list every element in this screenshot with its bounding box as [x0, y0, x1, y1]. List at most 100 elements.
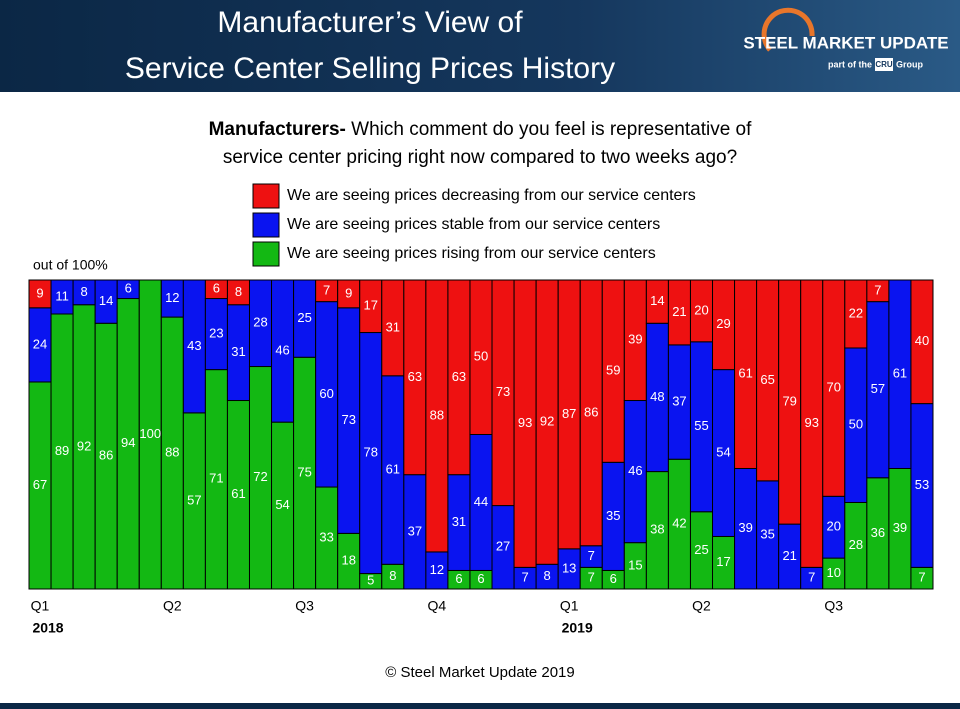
data-label: 79 [782, 393, 796, 408]
data-label: 37 [408, 523, 422, 538]
data-label: 25 [694, 542, 708, 557]
data-label: 86 [584, 404, 598, 419]
data-label: 6 [125, 281, 132, 296]
legend-label: We are seeing prices rising from our ser… [287, 245, 656, 262]
footer: © Steel Market Update 2019 [385, 664, 575, 681]
bottom-band [0, 703, 960, 709]
data-label: 75 [297, 465, 311, 480]
data-label: 8 [81, 284, 88, 299]
x-tick-label: Q3 [824, 598, 843, 614]
data-label: 15 [628, 557, 642, 572]
data-label: 20 [694, 302, 708, 317]
logo-box [875, 58, 893, 71]
data-label: 7 [588, 548, 595, 563]
data-label: 60 [319, 386, 333, 401]
data-label: 7 [918, 570, 925, 585]
data-label: 94 [121, 435, 135, 450]
data-label: 17 [716, 554, 730, 569]
logo-arc [761, 7, 815, 52]
data-label: 36 [871, 525, 885, 540]
data-label: 9 [36, 285, 43, 300]
legend-label: We are seeing prices stable from our ser… [287, 216, 660, 233]
data-label: 50 [474, 349, 488, 364]
data-label: 10 [827, 565, 841, 580]
logo-cru: CRU [875, 60, 893, 69]
data-label: 100 [139, 426, 161, 441]
x-tick-label: Q4 [428, 598, 447, 614]
legend-label: We are seeing prices decreasing from our… [287, 187, 696, 204]
data-label: 73 [496, 384, 510, 399]
data-label: 92 [540, 414, 554, 429]
data-label: 53 [915, 477, 929, 492]
data-label: 73 [341, 412, 355, 427]
data-label: 20 [827, 519, 841, 534]
data-label: 23 [209, 326, 223, 341]
data-label: 57 [871, 381, 885, 396]
data-label: 55 [694, 418, 708, 433]
y-label: out of 100% [33, 257, 108, 273]
data-label: 48 [650, 389, 664, 404]
x-tick-label: Q2 [692, 598, 711, 614]
logo-sub: part of the [828, 59, 872, 69]
legend-swatch [252, 241, 280, 267]
data-label: 21 [782, 548, 796, 563]
data-label: 87 [562, 406, 576, 421]
legend-swatch [252, 212, 280, 238]
data-label: 6 [610, 571, 617, 586]
data-label: 35 [606, 508, 620, 523]
data-label: 61 [738, 366, 752, 381]
data-label: 70 [827, 380, 841, 395]
subtitle-text: Which comment do you feel is representat… [351, 119, 752, 140]
data-label: 12 [165, 290, 179, 305]
x-tick-label: Q1 [31, 598, 50, 614]
data-label: 88 [430, 407, 444, 422]
data-label: 7 [808, 570, 815, 585]
data-label: 39 [738, 520, 752, 535]
data-label: 46 [275, 343, 289, 358]
year-label: 2019 [562, 620, 593, 636]
data-label: 50 [849, 417, 863, 432]
data-label: 12 [430, 562, 444, 577]
data-label: 7 [521, 570, 528, 585]
year-label: 2018 [32, 620, 63, 636]
legend-swatch [252, 183, 280, 209]
data-label: 6 [455, 571, 462, 586]
data-label: 54 [716, 444, 730, 459]
data-label: 28 [253, 315, 267, 330]
subtitle-bold: Manufacturers- [209, 119, 346, 140]
data-label: 38 [650, 522, 664, 537]
subtitle: service center pricing right now compare… [223, 147, 737, 168]
data-label: 14 [650, 293, 664, 308]
logo-group: Group [896, 59, 923, 69]
data-label: 71 [209, 471, 223, 486]
x-tick-label: Q3 [295, 598, 314, 614]
data-label: 28 [849, 537, 863, 552]
data-label: 67 [33, 477, 47, 492]
data-label: 43 [187, 338, 201, 353]
plot-frame [28, 279, 934, 590]
data-label: 72 [253, 469, 267, 484]
data-label: 46 [628, 463, 642, 478]
data-label: 11 [55, 288, 69, 303]
data-label: 14 [99, 293, 113, 308]
x-tick-label: Q1 [560, 598, 579, 614]
data-label: 39 [628, 332, 642, 347]
data-label: 31 [231, 344, 245, 359]
data-label: 63 [408, 369, 422, 384]
data-label: 78 [364, 444, 378, 459]
data-label: 39 [893, 520, 907, 535]
data-label: 42 [672, 516, 686, 531]
data-label: 33 [319, 529, 333, 544]
data-label: 24 [33, 336, 47, 351]
x-tick-label: Q2 [163, 598, 182, 614]
data-label: 8 [544, 568, 551, 583]
data-label: 6 [213, 281, 220, 296]
data-label: 93 [804, 415, 818, 430]
title: Service Center Selling Prices History [125, 52, 615, 85]
data-label: 31 [452, 514, 466, 529]
data-label: 27 [496, 539, 510, 554]
data-label: 21 [672, 304, 686, 319]
data-label: 93 [518, 415, 532, 430]
